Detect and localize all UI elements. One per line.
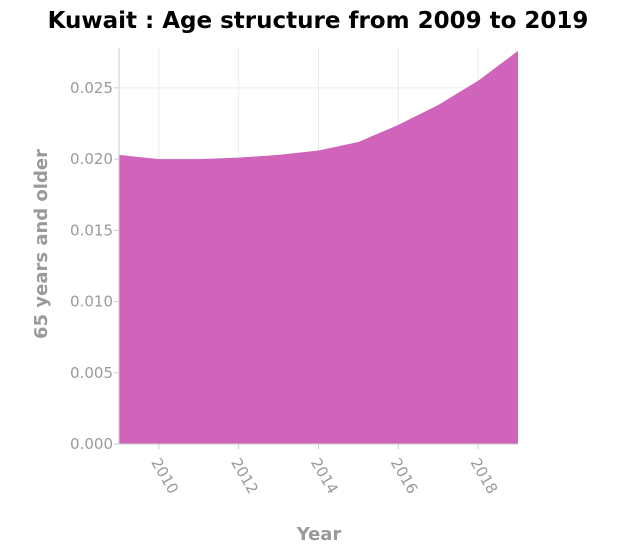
y-tick-label: 0.005 xyxy=(70,364,113,382)
y-tick-label: 0.015 xyxy=(70,221,113,239)
x-tick-label: 2010 xyxy=(147,455,182,497)
x-tick-label: 2018 xyxy=(467,455,502,497)
y-tick-label: 0.025 xyxy=(70,79,113,97)
x-tick-label: 2016 xyxy=(387,455,422,497)
y-tick-label: 0.000 xyxy=(70,435,113,453)
chart-title: Kuwait : Age structure from 2009 to 2019 xyxy=(47,8,589,34)
y-tick-label: 0.010 xyxy=(70,293,113,311)
x-axis-ticks: 2010 2012 2014 2016 2018 xyxy=(147,444,501,497)
x-tick-label: 2014 xyxy=(307,455,342,497)
x-tick-label: 2012 xyxy=(227,455,262,497)
area-series xyxy=(119,50,518,444)
y-tick-label: 0.020 xyxy=(70,150,113,168)
x-axis-label: Year xyxy=(296,524,342,545)
y-axis-ticks: 0.000 0.005 0.010 0.015 0.020 0.025 xyxy=(70,79,119,453)
y-axis-label: 65 years and older xyxy=(31,149,52,339)
